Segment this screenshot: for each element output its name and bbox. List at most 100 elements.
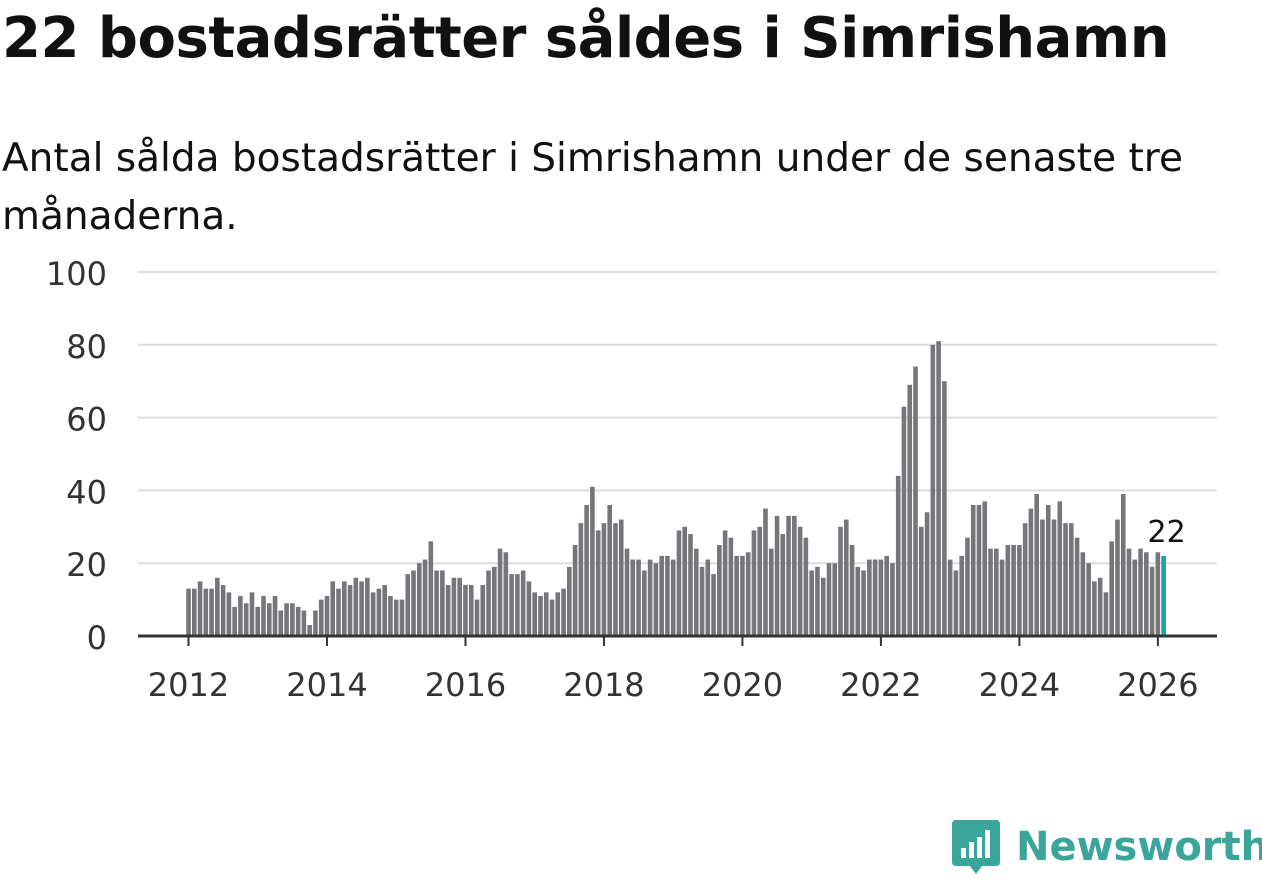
bar-2022-02	[884, 555, 889, 636]
bar-2020-07	[774, 515, 780, 636]
bar-2015-04	[411, 570, 416, 636]
bar-2025-11	[1144, 552, 1149, 636]
bar-2020-03	[751, 530, 757, 636]
bar-2012-01	[186, 588, 191, 636]
bar-2025-01	[1086, 563, 1091, 636]
x-tick-label-2026: 2026	[1117, 666, 1198, 704]
bar-2016-09	[509, 574, 514, 636]
bar-2013-11	[313, 610, 318, 636]
bar-2017-06	[561, 588, 566, 636]
bar-2017-11	[590, 486, 595, 636]
x-tick-label-2016: 2016	[425, 666, 506, 704]
bar-2023-04	[965, 537, 970, 636]
bar-2026-02	[1161, 555, 1166, 636]
bar-2025-06	[1115, 519, 1120, 636]
bar-2025-05	[1109, 541, 1114, 636]
bar-2021-06	[838, 526, 843, 636]
bar-2016-01	[463, 585, 468, 636]
bar-2023-05	[970, 504, 976, 636]
bar-2023-08	[988, 548, 993, 636]
bar-2019-01	[670, 559, 676, 636]
bar-2020-02	[745, 552, 751, 636]
bar-2022-12	[942, 381, 947, 636]
bar-2013-01	[255, 606, 261, 636]
bar-2020-05	[763, 508, 768, 636]
bar-2018-02	[607, 504, 613, 636]
y-tick-label-60: 60	[66, 401, 107, 439]
bar-2020-01	[740, 555, 745, 636]
bar-2024-08	[1057, 501, 1063, 636]
bar-2014-07	[359, 581, 364, 636]
bar-2023-12	[1011, 545, 1016, 636]
bar-2012-05	[209, 588, 214, 636]
bar-2016-12	[526, 581, 532, 636]
x-tick-label-2022: 2022	[840, 666, 921, 704]
bar-2025-08	[1126, 548, 1132, 636]
bar-2014-12	[388, 595, 393, 636]
bar-2024-04	[1034, 494, 1039, 636]
bar-2024-01	[1017, 545, 1022, 636]
bar-2022-06	[907, 384, 913, 636]
bar-2014-05	[347, 585, 353, 636]
bar-2021-01	[809, 570, 814, 636]
bar-2012-07	[220, 585, 226, 636]
bar-2012-12	[249, 592, 255, 636]
bar-2026-01	[1155, 552, 1161, 636]
bar-chart: 0 20 40 60 80 100 2012 2014 2016 2018 2020 2022 202…	[46, 255, 1217, 704]
bar-2016-03	[474, 599, 480, 636]
bar-2021-03	[820, 577, 826, 636]
bar-2013-02	[261, 595, 266, 636]
bar-2023-11	[1005, 545, 1011, 636]
bar-2017-08	[572, 545, 578, 636]
newsworthy-logo-icon	[952, 820, 1000, 874]
bar-2018-06	[630, 559, 636, 636]
bar-2023-07	[982, 501, 988, 636]
bar-2022-08	[918, 526, 924, 636]
bar-2017-10	[584, 504, 589, 636]
bar-2025-09	[1132, 559, 1138, 636]
newsworthy-logo: Newsworthy	[950, 818, 1262, 876]
bar-2012-11	[243, 603, 249, 636]
bar-2021-02	[815, 566, 820, 636]
bar-2020-09	[786, 515, 791, 636]
bar-2024-10	[1069, 523, 1074, 636]
bar-2019-03	[682, 526, 688, 636]
highlight-value-label: 22	[1148, 515, 1186, 550]
bar-2018-04	[618, 519, 624, 636]
bar-2020-04	[757, 526, 763, 636]
bar-2013-03	[266, 603, 272, 636]
bar-2014-11	[382, 585, 387, 636]
bar-2019-07	[705, 559, 711, 636]
bar-2017-09	[578, 523, 584, 636]
bar-2018-01	[601, 523, 607, 636]
bar-2019-02	[676, 530, 682, 636]
bar-2014-02	[330, 581, 336, 636]
bar-2023-01	[947, 559, 953, 636]
bar-2025-03	[1097, 577, 1103, 636]
bar-2015-01	[393, 599, 399, 636]
bar-2023-06	[976, 504, 982, 636]
bar-2020-08	[780, 534, 786, 636]
bar-2024-09	[1063, 523, 1068, 636]
bar-2020-11	[797, 526, 803, 636]
bar-2017-02	[538, 595, 543, 636]
bar-2019-08	[711, 574, 716, 636]
chart-title: 22 bostadsrätter såldes i Simrishamn	[2, 6, 1170, 71]
bar-2025-10	[1138, 548, 1143, 636]
bar-2013-04	[272, 595, 278, 636]
x-tick-label-2018: 2018	[563, 666, 644, 704]
bar-2012-08	[226, 592, 232, 636]
bar-2022-07	[913, 366, 918, 636]
bar-2013-05	[278, 610, 284, 636]
bar-2019-10	[722, 530, 728, 636]
bar-2021-08	[849, 545, 855, 636]
bar-2015-10	[445, 585, 451, 636]
bar-2025-02	[1092, 581, 1097, 636]
bar-2013-10	[307, 625, 312, 636]
bar-2014-03	[336, 588, 341, 636]
bars	[186, 341, 1166, 636]
bar-2016-02	[468, 585, 474, 636]
bar-2019-09	[717, 545, 722, 636]
bar-2015-12	[457, 577, 462, 636]
bar-2024-11	[1074, 537, 1080, 636]
